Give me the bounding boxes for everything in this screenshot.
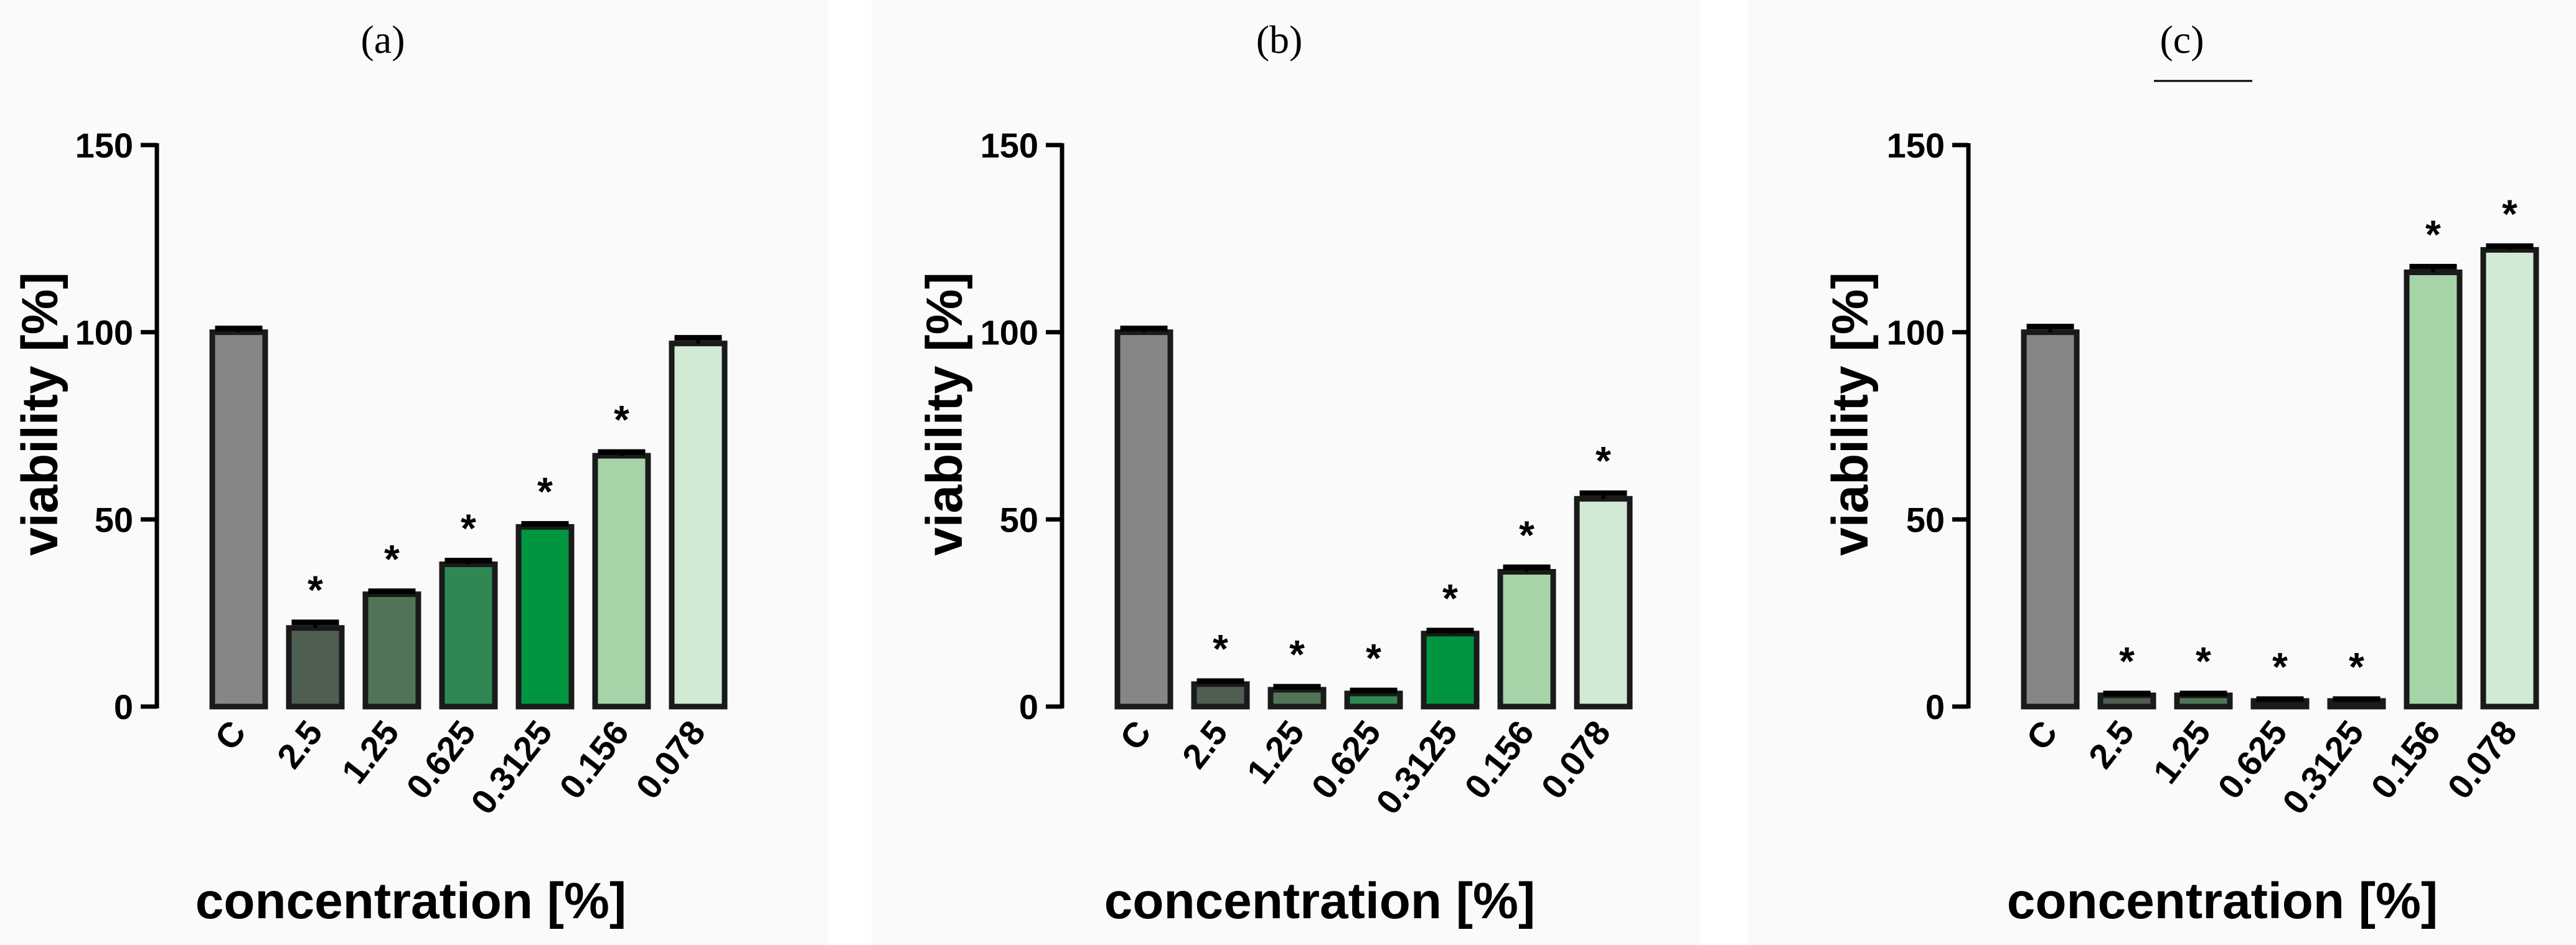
y-axis-label: viability [%] bbox=[1822, 272, 1879, 556]
chart-panel-a: (a) viability [%] concentration [%] 0 50 1… bbox=[12, 17, 728, 929]
bar bbox=[439, 561, 498, 710]
y-tick-label: 0 bbox=[1925, 687, 1945, 726]
x-tick-label: 1.25 bbox=[1239, 713, 1312, 791]
y-tick-label: 0 bbox=[1019, 687, 1038, 726]
significance-marker: * bbox=[384, 537, 400, 581]
x-tick-label: C bbox=[2018, 713, 2065, 758]
y-axis-label: viability [%] bbox=[916, 272, 973, 556]
x-tick-label: 0.3125 bbox=[1368, 713, 1465, 822]
x-tick-label: 0.078 bbox=[1533, 713, 1618, 806]
x-tick-label: 0.156 bbox=[2363, 713, 2448, 806]
y-tick-label: 100 bbox=[75, 313, 133, 352]
panel-label: (b) bbox=[1256, 17, 1303, 62]
bar bbox=[592, 453, 651, 710]
bar bbox=[362, 591, 421, 710]
bar bbox=[1114, 329, 1173, 710]
plot-area: 050100150C*2.5*1.25*0.625*0.3125*0.156*0… bbox=[1887, 126, 2539, 822]
y-tick-label: 100 bbox=[980, 313, 1038, 352]
x-tick-label: C bbox=[1112, 713, 1159, 758]
significance-marker: * bbox=[2196, 639, 2211, 684]
plot-area: 050100150C*2.5*1.25*0.625*0.3125*0.1560.… bbox=[75, 126, 728, 822]
bar bbox=[1497, 569, 1556, 710]
x-tick-label: 1.25 bbox=[334, 713, 407, 791]
bar bbox=[2404, 269, 2463, 710]
x-tick-label: 2.5 bbox=[269, 713, 330, 776]
chart-panel-b: (b) viability [%] concentration [%] 0 50 1… bbox=[916, 17, 1633, 929]
bar bbox=[2021, 329, 2080, 710]
x-tick-label: 1.25 bbox=[2145, 713, 2218, 791]
bar bbox=[1267, 687, 1327, 710]
significance-marker: * bbox=[1213, 626, 1228, 671]
y-tick-label: 50 bbox=[1000, 500, 1038, 539]
bar bbox=[2174, 692, 2233, 710]
y-axis-label: viability [%] bbox=[12, 272, 68, 556]
significance-marker: * bbox=[2119, 639, 2135, 684]
y-tick-label: 0 bbox=[114, 687, 133, 726]
significance-marker: * bbox=[2272, 644, 2288, 689]
significance-marker: * bbox=[1366, 636, 1381, 680]
x-tick-label: 2.5 bbox=[1174, 713, 1235, 776]
bar bbox=[2097, 692, 2156, 710]
x-tick-label: 2.5 bbox=[2080, 713, 2141, 776]
bar bbox=[515, 524, 575, 710]
y-tick-label: 150 bbox=[1887, 126, 1945, 165]
x-tick-label: 0.078 bbox=[628, 713, 713, 806]
y-tick-label: 50 bbox=[95, 500, 133, 539]
bar bbox=[669, 341, 728, 710]
bar bbox=[209, 329, 268, 710]
significance-marker: * bbox=[537, 469, 553, 514]
x-axis-label: concentration [%] bbox=[2007, 873, 2438, 929]
chart-panel-c: (c) viability [%] concentration [%] 0 50 1… bbox=[1822, 17, 2539, 929]
significance-marker: * bbox=[2349, 644, 2364, 689]
x-tick-label: 0.3125 bbox=[463, 713, 560, 822]
significance-marker: * bbox=[461, 505, 476, 550]
plot-area: 050100150C*2.5*1.25*0.625*0.3125*0.156*0… bbox=[980, 126, 1633, 822]
panel-label: (a) bbox=[360, 17, 405, 62]
bar bbox=[2480, 247, 2539, 710]
bar bbox=[1421, 631, 1480, 710]
significance-marker: * bbox=[308, 568, 323, 613]
significance-marker: * bbox=[1596, 438, 1611, 483]
x-tick-label: 0.078 bbox=[2440, 713, 2524, 806]
significance-marker: * bbox=[2502, 191, 2517, 236]
x-axis-label: concentration [%] bbox=[195, 873, 626, 929]
significance-marker: * bbox=[614, 397, 629, 442]
bar bbox=[1191, 681, 1250, 710]
y-tick-label: 150 bbox=[980, 126, 1038, 165]
panel-label: (c) bbox=[2160, 17, 2204, 62]
y-tick-label: 150 bbox=[75, 126, 133, 165]
bar bbox=[286, 625, 345, 710]
x-tick-label: 0.3125 bbox=[2275, 713, 2371, 822]
significance-marker: * bbox=[1519, 512, 1535, 557]
bar bbox=[1574, 496, 1633, 710]
y-tick-label: 100 bbox=[1887, 313, 1945, 352]
significance-marker: * bbox=[1442, 576, 1458, 621]
x-tick-label: 0.156 bbox=[1457, 713, 1541, 806]
bar bbox=[1344, 690, 1403, 710]
x-axis-label: concentration [%] bbox=[1104, 873, 1535, 929]
significance-marker: * bbox=[2425, 212, 2441, 256]
x-tick-label: 0.156 bbox=[552, 713, 636, 806]
significance-marker: * bbox=[1289, 632, 1305, 677]
x-tick-label: C bbox=[207, 713, 253, 758]
y-tick-label: 50 bbox=[1906, 500, 1945, 539]
panel-b-background bbox=[872, 0, 1699, 945]
